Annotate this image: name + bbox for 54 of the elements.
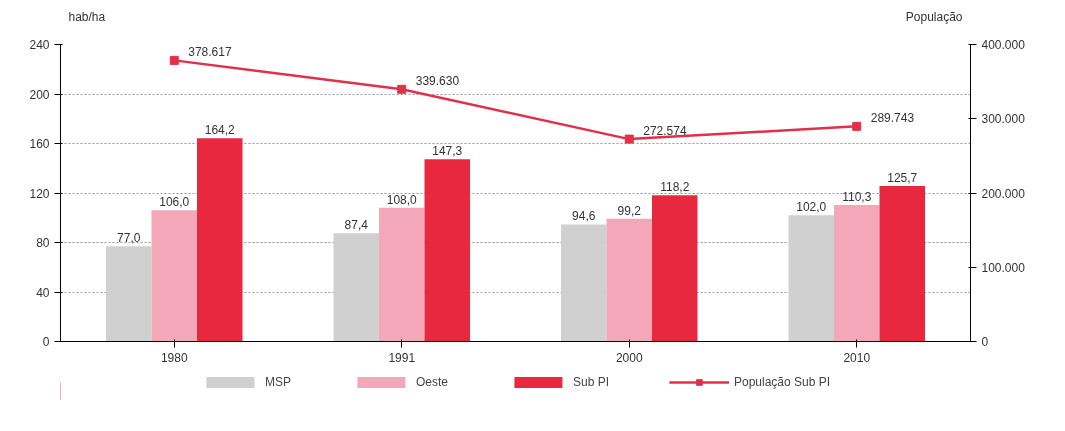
x-tick-label: 2010: [843, 350, 871, 365]
data-label: 118,2: [660, 180, 690, 195]
bar: [424, 159, 470, 342]
bar: [788, 215, 834, 342]
bar: [879, 185, 925, 342]
y-tick-label: 200: [29, 87, 50, 102]
data-label: 272.574: [643, 124, 687, 139]
y2-tick-label: 100.000: [981, 260, 1026, 275]
legend-label: Oeste: [415, 375, 448, 389]
y2-tick-label: 0: [981, 335, 989, 349]
y-tick-label: 40: [36, 285, 50, 300]
y-tick-label: 0: [42, 335, 50, 349]
x-tick-label: 1980: [160, 350, 188, 365]
data-label: 164,2: [204, 123, 236, 138]
bar: [561, 224, 607, 342]
y-axis-title: hab/ha: [68, 10, 106, 25]
x-tick-label: 2000: [615, 350, 643, 365]
data-label: 125,7: [887, 170, 918, 185]
bar: [333, 233, 379, 342]
data-label: 339.630: [415, 74, 460, 89]
bar: [197, 138, 243, 342]
data-label: 289.743: [870, 111, 915, 126]
bar: [834, 205, 880, 342]
data-label: 77,0: [117, 231, 141, 246]
data-label: 87,4: [344, 218, 369, 233]
bar: [379, 207, 425, 342]
legend-label: Sub PI: [572, 375, 609, 389]
x-tick-label: 1991: [388, 350, 416, 365]
point: [169, 55, 179, 65]
data-label: 147,3: [432, 144, 463, 159]
bar: [106, 246, 152, 342]
y-tick-label: 160: [29, 137, 50, 151]
bar: [652, 195, 698, 342]
data-label: 108,0: [386, 192, 418, 207]
data-label: 106,0: [159, 195, 190, 210]
y-tick-label: 80: [36, 236, 50, 250]
point: [624, 134, 634, 144]
data-label: 110,3: [842, 190, 872, 204]
y-tick-label: 240: [29, 38, 50, 52]
legend-label: População Sub PI: [733, 375, 831, 389]
y2-axis-title: População: [905, 10, 963, 25]
data-label: 99,2: [617, 203, 642, 218]
y2-tick-label: 400.000: [981, 38, 1026, 52]
data-label: 378.617: [188, 45, 232, 60]
y-tick-label: 120: [29, 186, 50, 201]
y2-tick-label: 300.000: [981, 112, 1026, 127]
data-label: 102,0: [796, 200, 827, 215]
y2-tick-label: 200.000: [981, 186, 1026, 201]
data-label: 94,6: [572, 209, 596, 224]
legend-label: MSP: [264, 375, 291, 389]
bar: [151, 210, 197, 342]
point: [397, 84, 407, 94]
point: [852, 121, 862, 131]
bar: [606, 218, 652, 342]
